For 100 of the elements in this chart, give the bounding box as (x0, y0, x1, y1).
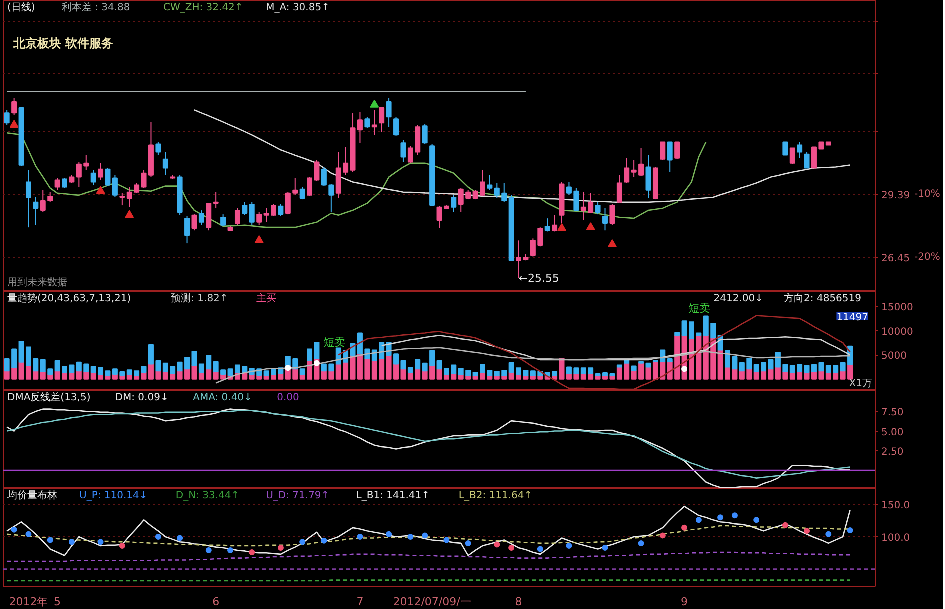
point (119, 543, 126, 550)
bar (228, 368, 234, 376)
candlestick (487, 174, 493, 191)
point (537, 546, 544, 552)
point (718, 514, 724, 521)
point (300, 539, 306, 546)
bar (674, 332, 680, 336)
point (422, 532, 428, 539)
point (370, 100, 380, 108)
candlestick (364, 116, 370, 129)
ref-line-label: 0.00 (277, 392, 300, 404)
candlestick (134, 182, 140, 194)
x-tick-label: 8 (515, 596, 522, 608)
point (494, 542, 500, 548)
point (249, 550, 256, 556)
y-tick-label: 10000 (882, 326, 914, 338)
annotation: 用到未来数据 (8, 276, 68, 288)
candlestick (797, 142, 803, 159)
annotation: 短卖 (324, 336, 346, 349)
candlestick (379, 106, 385, 133)
point (638, 540, 644, 546)
candlestick (552, 214, 558, 232)
candlestick (394, 116, 399, 136)
text: L_B2: 111.64↑ (458, 490, 533, 502)
series-label: DM: 0.09↓ (115, 392, 169, 404)
x-tick-label: 7 (356, 596, 364, 608)
point (586, 222, 596, 230)
point (682, 524, 688, 531)
y2-tick-label: -20% (914, 252, 940, 263)
point (782, 522, 788, 528)
candlestick (307, 176, 313, 197)
bar (105, 370, 111, 376)
candlestick (242, 202, 248, 216)
candlestick (422, 124, 428, 145)
candlestick (372, 110, 378, 136)
candlestick (220, 214, 226, 227)
point (10, 120, 19, 128)
bar (300, 368, 306, 375)
point (732, 512, 738, 519)
line-series (6, 552, 851, 562)
bar (314, 342, 320, 360)
bar (307, 348, 313, 362)
candlestick (790, 148, 796, 165)
annotation: 2412.00↓ (714, 294, 764, 304)
candlestick (54, 178, 60, 191)
text: M_A: 30.85↑ (266, 2, 330, 14)
x-tick-label: 9 (681, 596, 688, 608)
candlestick (192, 214, 198, 232)
point (206, 548, 212, 554)
x-tick-label: 2012/07/09/一 (393, 596, 472, 608)
candlestick (156, 142, 162, 156)
candlestick (314, 160, 320, 182)
line-series (215, 347, 851, 384)
candlestick (646, 154, 652, 200)
bar (436, 360, 442, 370)
y-tick-label: 5000 (882, 351, 907, 362)
candlestick (33, 196, 39, 226)
point (444, 537, 450, 544)
point (847, 528, 854, 534)
point (228, 548, 234, 554)
annotation: ←25.55 (518, 272, 560, 285)
point (386, 531, 392, 538)
candlestick (386, 98, 392, 128)
chart-title: DMA反线差(13,5) (8, 392, 91, 404)
candlestick (451, 194, 457, 213)
point (68, 539, 75, 546)
series-label: AMA: 0.40↓ (193, 392, 252, 404)
candlestick (660, 142, 666, 161)
point (47, 537, 54, 544)
point (408, 534, 414, 540)
point (26, 531, 32, 538)
text: D_N: 33.44↑ (176, 490, 240, 502)
chart-title: (日线) (8, 2, 36, 14)
y-tick-label: 2.50 (882, 446, 904, 458)
text: U_P: 110.14↓ (80, 490, 148, 502)
candlestick (624, 158, 630, 184)
point (602, 544, 608, 551)
candlestick (105, 168, 111, 187)
candlestick (249, 202, 255, 226)
candlestick (616, 174, 622, 204)
x-tick-label: 2012年 (9, 596, 48, 608)
point (177, 535, 184, 542)
point (96, 186, 106, 194)
y-tick-label: 29.39 (882, 190, 910, 202)
point (357, 534, 364, 540)
chart-title: 量趋势(20,43,63,7,13,21) (8, 292, 132, 304)
point (508, 544, 515, 551)
candlestick (278, 204, 284, 217)
text: L_B1: 141.41↑ (356, 490, 430, 502)
line-series (6, 506, 851, 556)
x-tick-label: 5 (54, 596, 62, 608)
bar (631, 366, 637, 372)
candlestick (184, 216, 190, 244)
y-tick-label: 15000 (882, 302, 914, 314)
text: 主买 (256, 292, 276, 304)
text: 利本差 : 34.88 (62, 2, 130, 14)
point (155, 534, 162, 540)
line-series (381, 335, 851, 361)
point (465, 540, 472, 546)
candlestick (90, 170, 96, 186)
